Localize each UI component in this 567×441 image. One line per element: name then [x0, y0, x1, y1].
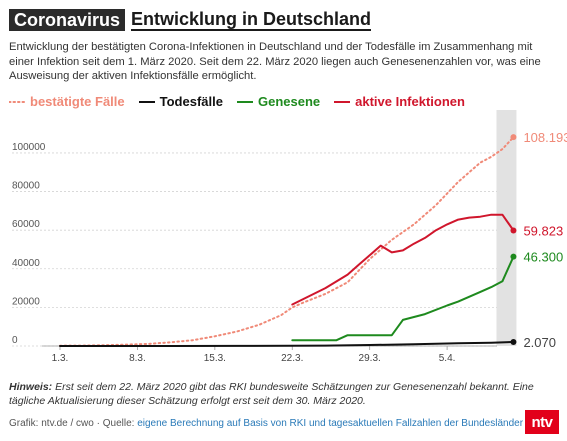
y-tick-label: 60000 — [12, 219, 40, 230]
legend-label-recovered: Genesene — [257, 94, 321, 109]
x-tick-label: 1.3. — [52, 353, 69, 364]
y-tick-label: 0 — [12, 335, 18, 346]
ntv-logo: ntv — [525, 410, 559, 434]
chart-legend: bestätigte Fälle Todesfälle Genesene akt… — [9, 94, 479, 109]
source-line: Grafik: ntv.de / cwo · Quelle: eigene Be… — [9, 418, 523, 429]
source-link[interactable]: eigene Berechnung auf Basis von RKI und … — [137, 418, 524, 429]
legend-swatch-active — [334, 100, 351, 103]
note-label: Hinweis: — [9, 381, 53, 393]
note-text: Hinweis: Erst seit dem 22. März 2020 gib… — [9, 381, 554, 408]
legend-item-active: aktive Infektionen — [334, 94, 465, 109]
y-tick-label: 80000 — [12, 181, 40, 192]
series-endpoint-recovered — [510, 253, 517, 260]
x-tick-label: 15.3. — [204, 353, 226, 364]
y-tick-label: 40000 — [12, 258, 40, 269]
legend-item-deaths: Todesfälle — [138, 94, 223, 109]
title-badge: Coronavirus — [9, 9, 126, 31]
y-tick-label: 100000 — [12, 142, 46, 153]
series-line-deaths — [59, 341, 515, 347]
legend-item-confirmed: bestätigte Fälle — [9, 94, 125, 109]
end-label-recovered: 46.300 — [523, 250, 563, 265]
title-row: Coronavirus Entwicklung in Deutschland — [9, 8, 372, 32]
legend-swatch-confirmed — [9, 100, 25, 103]
end-label-confirmed: 108.193 — [523, 130, 567, 145]
legend-label-confirmed: bestätigte Fälle — [30, 94, 125, 109]
end-label-active: 59.823 — [523, 224, 563, 239]
legend-label-active: aktive Infektionen — [355, 94, 465, 109]
y-tick-label: 20000 — [12, 296, 40, 307]
note-body: Erst seit dem 22. März 2020 gibt das RKI… — [9, 381, 534, 407]
highlight-band — [496, 110, 517, 346]
series-line-confirmed — [59, 136, 515, 347]
x-tick-label: 22.3. — [281, 353, 303, 364]
source-prefix: Grafik: ntv.de / cwo · Quelle: — [9, 418, 138, 429]
x-tick-label: 29.3. — [359, 353, 381, 364]
intro-text: Entwicklung der bestätigten Corona-Infek… — [9, 41, 541, 82]
page-title: Entwicklung in Deutschland — [131, 9, 372, 31]
line-chart: 0 20000 40000 60000 80000 100000 1.3. 8.3. 15.3.… — [12, 110, 567, 364]
legend-item-recovered: Genesene — [236, 94, 321, 109]
x-tick-label: 8.3. — [129, 353, 146, 364]
series-endpoint-confirmed — [510, 134, 517, 141]
x-tick-label: 5.4. — [439, 353, 456, 364]
series-endpoint-active — [510, 227, 517, 234]
legend-label-deaths: Todesfälle — [159, 94, 223, 109]
series-endpoint-deaths — [510, 339, 517, 346]
series-line-recovered — [291, 255, 515, 342]
series-line-active — [291, 213, 515, 306]
legend-swatch-recovered — [236, 100, 253, 103]
end-label-deaths: 2.070 — [523, 335, 556, 350]
legend-swatch-deaths — [138, 100, 155, 103]
